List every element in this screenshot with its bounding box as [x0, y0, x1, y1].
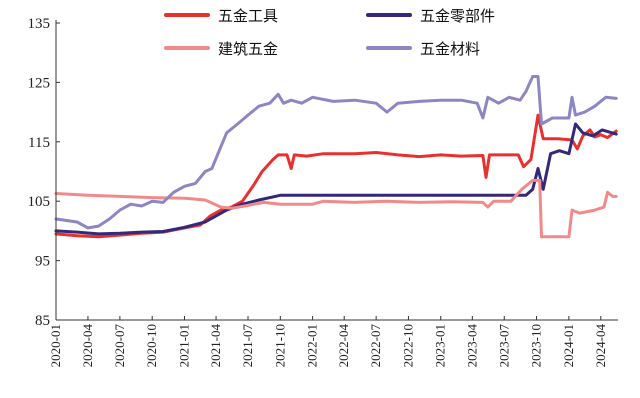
x-tick-label: 2020-04	[80, 324, 95, 368]
series-line-3	[54, 178, 618, 239]
series-lines	[54, 75, 618, 239]
y-tick-label: 85	[35, 313, 50, 329]
y-tick-label: 115	[28, 135, 50, 151]
x-tick-label: 2022-07	[368, 324, 383, 368]
x-tick-label: 2023-10	[529, 324, 544, 367]
x-tick-label: 2020-07	[112, 324, 127, 368]
y-tick-label: 135	[28, 16, 51, 32]
legend-label: 五金工具	[218, 7, 278, 25]
legend-label: 五金零部件	[420, 7, 495, 25]
x-tick-label: 2022-10	[400, 324, 415, 367]
y-tick-label: 105	[28, 194, 51, 210]
x-tick-label: 2021-10	[272, 324, 287, 367]
x-tick-label: 2024-04	[593, 324, 608, 368]
x-tick-label: 2021-04	[208, 324, 223, 368]
x-tick-label: 2022-01	[305, 324, 320, 367]
series-line-1	[54, 113, 618, 239]
x-tick-label: 2023-01	[433, 324, 448, 367]
x-tick-label: 2020-10	[144, 324, 159, 367]
series-line-4	[54, 75, 618, 230]
x-tick-label: 2023-07	[496, 324, 511, 368]
x-tick-label: 2021-07	[240, 324, 255, 368]
y-tick-label: 95	[35, 254, 50, 270]
legend-label: 建筑五金	[218, 40, 278, 58]
x-tick-label: 2022-04	[336, 324, 351, 368]
x-tick-label: 2023-04	[464, 324, 479, 368]
axes: 85 95 105 115 125 135 2020-01 2020-04 2020-07 202…	[28, 16, 618, 368]
x-tick-label: 2020-01	[48, 324, 63, 367]
x-tick-label: 2024-01	[561, 324, 576, 367]
y-tick-label: 125	[28, 75, 51, 91]
legend-label: 五金材料	[420, 40, 480, 58]
x-tick-label: 2021-01	[176, 324, 191, 367]
series-line-2	[54, 122, 618, 236]
